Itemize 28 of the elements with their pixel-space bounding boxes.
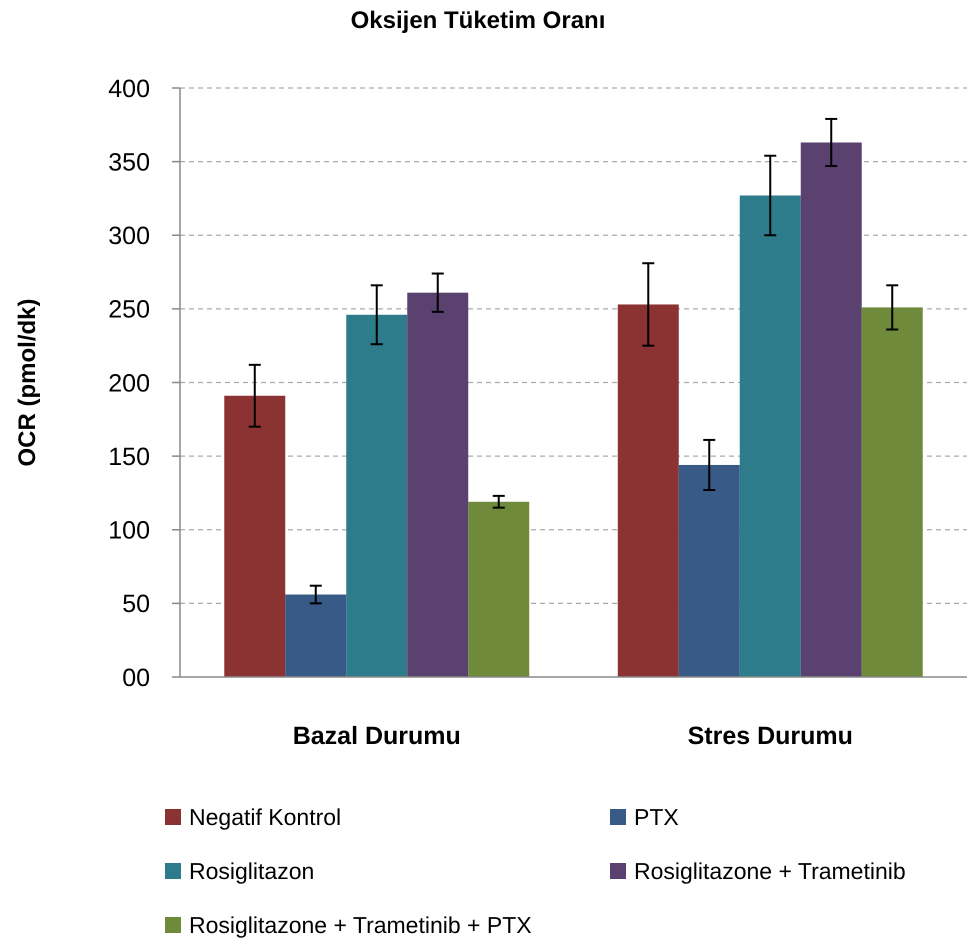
y-tick-label: 400 <box>108 74 150 103</box>
bar <box>407 292 468 677</box>
legend-label: Negatif Kontrol <box>189 804 342 830</box>
legend-label: Rosiglitazon <box>189 858 314 884</box>
y-tick-label: 250 <box>108 296 150 324</box>
x-tick-label: Bazal Durumu <box>292 722 461 750</box>
bar <box>740 195 801 677</box>
y-tick-label: 300 <box>108 222 150 250</box>
y-tick-label: 200 <box>108 369 150 398</box>
bar <box>285 594 346 677</box>
chart-title: Oksijen Tüketim Oranı <box>350 7 606 34</box>
bar <box>224 396 286 677</box>
legend-label: PTX <box>634 804 679 830</box>
bar <box>468 502 530 677</box>
bar <box>618 304 679 677</box>
bar <box>678 464 740 677</box>
y-tick-label: 150 <box>108 442 150 471</box>
legend-label: Rosiglitazone + Trametinib <box>634 858 906 884</box>
bar <box>346 314 408 677</box>
bar <box>800 142 862 677</box>
y-tick-label: 100 <box>108 516 150 544</box>
bar <box>862 307 923 677</box>
y-axis-title: OCR (pmol/dk) <box>14 298 41 466</box>
y-tick-label: 50 <box>122 590 150 618</box>
x-tick-label: Stres Durumu <box>688 722 853 750</box>
y-tick-label: 350 <box>108 148 150 176</box>
y-tick-label: 00 <box>122 664 150 692</box>
legend-label: Rosiglitazone + Trametinib + PTX <box>189 912 532 938</box>
